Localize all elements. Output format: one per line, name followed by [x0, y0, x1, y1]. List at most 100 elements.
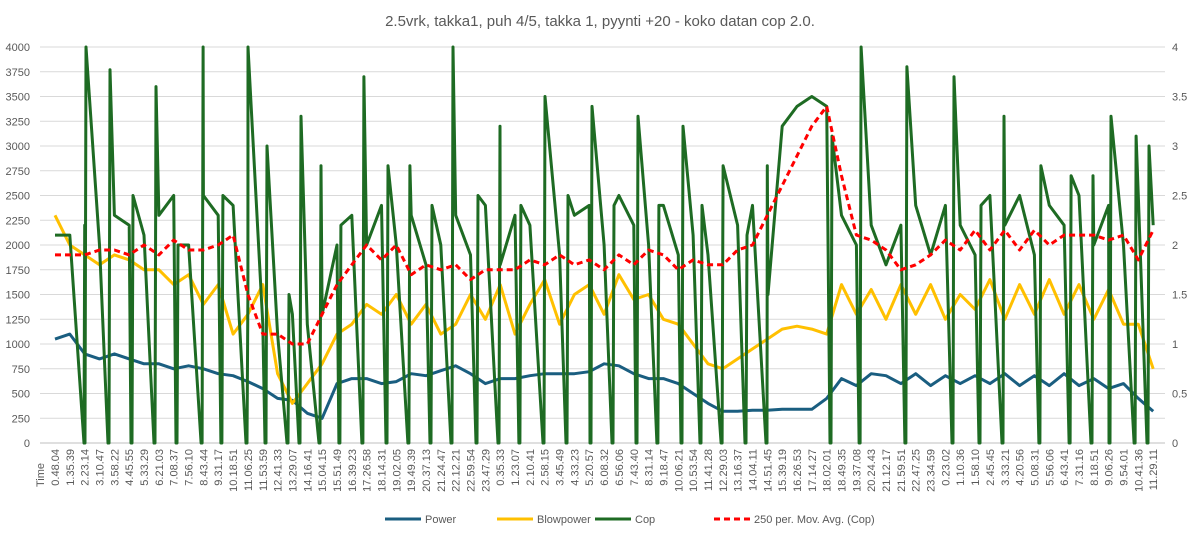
y-tick-label: 4000	[6, 42, 30, 54]
x-tick-label: 1.10.36	[955, 449, 967, 486]
legend: Power Blowpower Cop 250 per. Mov. Avg. (Cop…	[385, 514, 875, 526]
x-tick-label: 18.49.35	[837, 449, 849, 492]
x-tick-label: 5.33.29	[139, 449, 151, 486]
x-tick-label: 9.18.47	[658, 449, 670, 486]
series-line-blowpower	[53, 214, 1155, 405]
x-tick-label: 14.16.41	[302, 449, 314, 492]
x-tick-label: 3.33.21	[1000, 449, 1012, 486]
x-tick-label: 18.02.01	[822, 449, 834, 492]
x-tick-label: 11.41.28	[703, 449, 715, 491]
x-tick-label: 19.37.08	[851, 449, 863, 492]
legend-label: 250 per. Mov. Avg. (Cop)	[754, 514, 875, 526]
y-tick-label: 3250	[6, 116, 30, 128]
x-tick-label: 14.51.45	[762, 449, 774, 492]
y2-tick-label: 2.5	[1172, 191, 1187, 203]
x-tick-label: 7.43.40	[629, 449, 641, 486]
y-tick-label: 1000	[6, 339, 30, 351]
x-tick-label: 13.16.37	[733, 449, 745, 492]
x-tick-label: 5.56.06	[1044, 449, 1056, 486]
series-line-250-per-mov-avg-cop-	[55, 104, 1155, 346]
y-tick-label: 1750	[6, 265, 30, 277]
x-tick-label: 1.23.07	[510, 449, 522, 486]
y2-tick-label: 1	[1172, 339, 1178, 351]
y2-tick-label: 0	[1172, 438, 1178, 450]
x-tick-label: 15.51.49	[332, 449, 344, 492]
x-axis: Time 0.48.04 1.35.39 2.23.14 3.10.47 3.58.22…	[35, 442, 1165, 492]
x-tick-label: 16.39.23	[347, 449, 359, 492]
x-tick-label: 8.43.44	[198, 449, 210, 486]
x-tick-label: 7.56.10	[184, 449, 196, 486]
x-tick-label: 4.33.23	[569, 449, 581, 486]
x-tick-label: 22.59.54	[466, 449, 478, 492]
x-tick-label: 8.31.14	[644, 449, 656, 486]
x-tick-label: 10.06.21	[673, 449, 685, 492]
y-tick-label: 1500	[6, 290, 30, 302]
y-tick-label: 500	[12, 389, 30, 401]
x-tick-label: 0.35.33	[495, 449, 507, 486]
x-tick-label: 4.45.55	[124, 449, 136, 486]
x-tick-label: 2.58.15	[540, 449, 552, 486]
x-tick-label: 3.10.47	[95, 449, 107, 486]
x-tick-label: 23.47.29	[480, 449, 492, 492]
x-tick-label: 18.14.31	[376, 449, 388, 492]
x-tick-label: 3.45.49	[555, 449, 567, 486]
x-tick-label: 21.24.47	[436, 449, 448, 492]
x-tick-label: 11.29.11	[1148, 449, 1160, 490]
x-tick-label: 22.47.25	[911, 449, 923, 492]
x-tick-label: 2.23.14	[80, 449, 92, 486]
y-tick-label: 3000	[6, 141, 30, 153]
x-tick-label: 16.26.53	[792, 449, 804, 492]
y2-tick-label: 3.5	[1172, 92, 1187, 104]
x-tick-label: 6.08.32	[599, 449, 611, 486]
y-tick-label: 3750	[6, 67, 30, 79]
x-axis-title: Time	[35, 463, 47, 487]
x-tick-label: 20.24.43	[866, 449, 878, 492]
x-tick-label: 6.43.41	[1059, 449, 1071, 486]
gridlines	[40, 46, 1165, 444]
x-tick-label: 10.53.54	[688, 449, 700, 492]
x-tick-label: 22.12.21	[451, 449, 463, 492]
x-tick-label: 12.41.33	[273, 449, 285, 492]
x-tick-label: 0.23.02	[940, 449, 952, 486]
y2-tick-label: 1.5	[1172, 290, 1187, 302]
y-tick-label: 3500	[6, 92, 30, 104]
x-tick-label: 23.34.59	[926, 449, 938, 492]
y-tick-label: 0	[24, 438, 30, 450]
x-tick-label: 9.06.26	[1104, 449, 1116, 486]
y2-tick-label: 0.5	[1172, 389, 1187, 401]
x-tick-label: 2.10.41	[525, 449, 537, 486]
y2-tick-label: 2	[1172, 240, 1178, 252]
series-line-power	[54, 332, 1155, 420]
x-tick-label: 10.18.51	[228, 449, 240, 492]
x-tick-label: 1.35.39	[65, 449, 77, 486]
x-tick-label: 21.59.51	[896, 449, 908, 492]
y-tick-label: 2500	[6, 191, 30, 203]
legend-label: Cop	[635, 514, 655, 526]
x-tick-label: 7.31.16	[1074, 449, 1086, 486]
x-tick-label: 11.06.25	[243, 449, 255, 491]
x-tick-label: 15.39.19	[777, 449, 789, 492]
y-tick-label: 2750	[6, 166, 30, 178]
legend-label: Blowpower	[537, 514, 591, 526]
x-tick-label: 21.12.17	[881, 449, 893, 492]
y-axis-right: 0 0.5 1 1.5 2 2.5 3 3.5 4	[1172, 42, 1187, 450]
x-tick-label: 19.49.39	[406, 449, 418, 492]
series-group	[53, 45, 1155, 445]
x-tick-label: 3.58.22	[109, 449, 121, 486]
x-tick-label: 20.37.13	[421, 449, 433, 492]
y-tick-label: 1250	[6, 314, 30, 326]
x-tick-label: 5.08.31	[1029, 449, 1041, 486]
x-tick-label: 5.20.57	[584, 449, 596, 486]
y2-tick-label: 4	[1172, 42, 1178, 54]
x-tick-label: 19.02.05	[391, 449, 403, 492]
y-tick-label: 2000	[6, 240, 30, 252]
x-tick-label: 15.04.15	[317, 449, 329, 492]
x-tick-label: 9.54.01	[1118, 449, 1130, 486]
x-tick-label: 11.53.59	[258, 449, 270, 491]
y-tick-label: 750	[12, 364, 30, 376]
x-tick-label: 13.29.07	[287, 449, 299, 492]
x-tick-label: 10.41.36	[1133, 449, 1145, 492]
x-tick-label: 14.04.11	[747, 449, 759, 491]
x-tick-label: 6.21.03	[154, 449, 166, 486]
